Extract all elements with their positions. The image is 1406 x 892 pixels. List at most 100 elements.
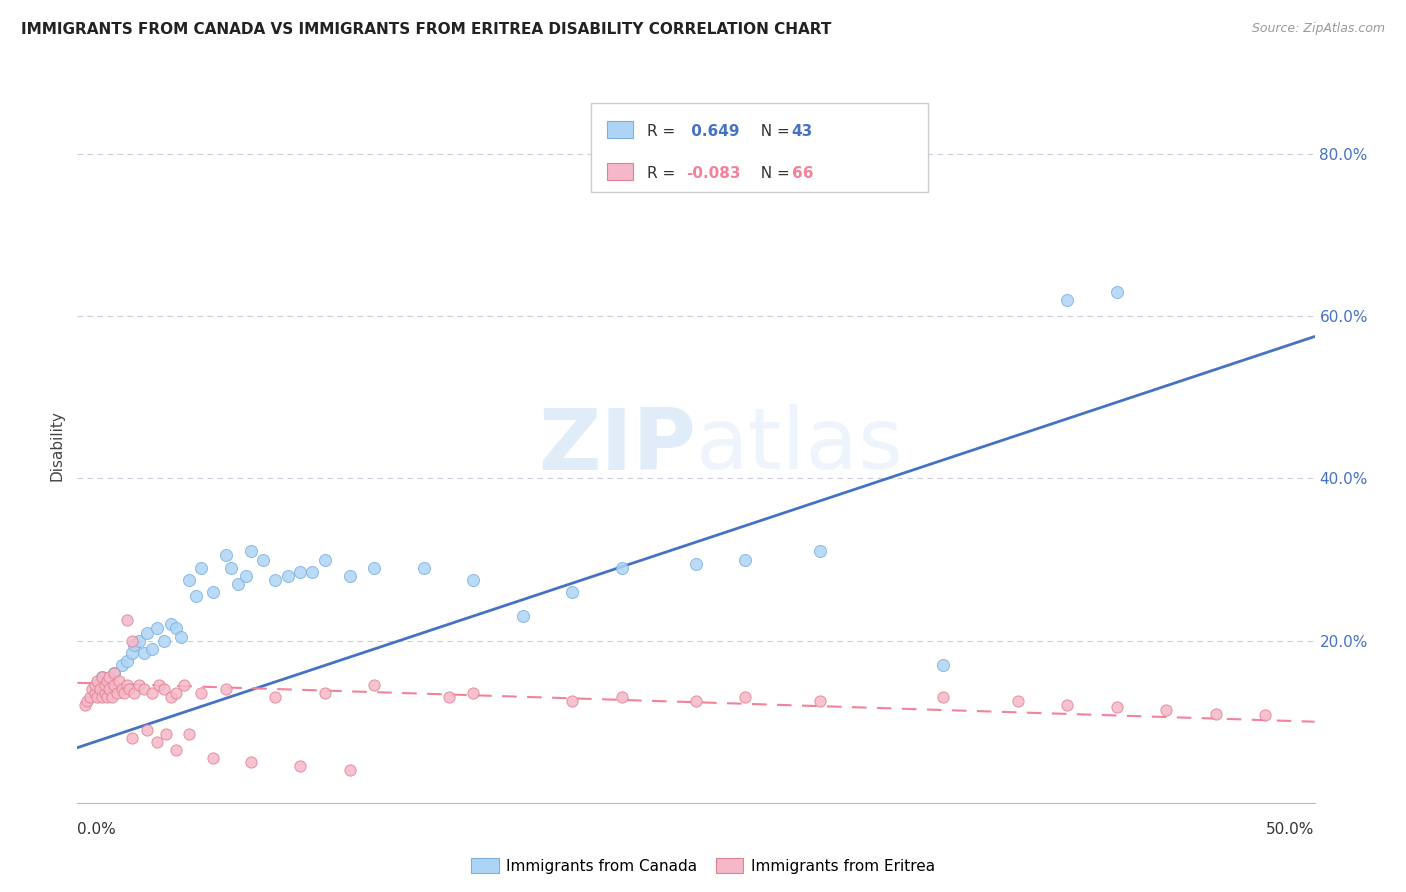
Point: [202, 585, 225, 599]
Point: [1105, 700, 1128, 714]
Point: [86, 690, 108, 705]
Point: [135, 723, 157, 737]
Point: [215, 682, 238, 697]
Point: [101, 690, 124, 705]
Point: [190, 686, 212, 700]
Point: [121, 731, 143, 745]
Point: [115, 654, 138, 668]
Point: [363, 560, 385, 574]
Point: [226, 577, 249, 591]
Point: [190, 560, 212, 574]
Point: [1007, 694, 1029, 708]
Point: [339, 764, 361, 778]
Point: [108, 674, 131, 689]
Point: [121, 633, 143, 648]
Point: [93, 686, 115, 700]
Point: [239, 544, 262, 558]
Point: [128, 678, 150, 692]
Point: [165, 622, 187, 636]
Point: [98, 670, 121, 684]
Text: N =: N =: [751, 166, 794, 180]
Point: [463, 573, 485, 587]
Point: [363, 678, 385, 692]
Point: [463, 686, 485, 700]
Point: [734, 552, 756, 566]
Point: [121, 646, 143, 660]
Text: -0.083: -0.083: [686, 166, 741, 180]
Point: [91, 690, 114, 705]
Point: [134, 682, 156, 697]
Point: [91, 670, 114, 684]
Point: [215, 549, 238, 563]
Point: [122, 638, 145, 652]
Point: [118, 682, 141, 697]
Point: [103, 666, 125, 681]
Point: [1254, 708, 1277, 723]
Point: [685, 694, 707, 708]
Text: N =: N =: [751, 124, 794, 138]
Point: [301, 565, 323, 579]
Point: [1056, 293, 1078, 307]
Point: [512, 609, 534, 624]
Point: [91, 670, 114, 684]
Point: [252, 552, 274, 566]
Text: IMMIGRANTS FROM CANADA VS IMMIGRANTS FROM ERITREA DISABILITY CORRELATION CHART: IMMIGRANTS FROM CANADA VS IMMIGRANTS FRO…: [21, 22, 831, 37]
Point: [155, 727, 177, 741]
Point: [177, 573, 200, 587]
Point: [314, 552, 336, 566]
Point: [264, 690, 287, 705]
Point: [932, 690, 955, 705]
Point: [177, 727, 200, 741]
Point: [79, 690, 101, 705]
Text: 0.649: 0.649: [686, 124, 740, 138]
Point: [82, 682, 104, 697]
Point: [145, 735, 167, 749]
Text: 50.0%: 50.0%: [1267, 822, 1315, 837]
Point: [96, 690, 118, 705]
Point: [96, 674, 118, 689]
Point: [115, 678, 138, 692]
Point: [1205, 706, 1227, 721]
Point: [170, 630, 193, 644]
Point: [86, 674, 108, 689]
Point: [288, 759, 311, 773]
Text: R =: R =: [647, 124, 681, 138]
Point: [219, 560, 242, 574]
Point: [160, 617, 183, 632]
Point: [76, 694, 98, 708]
Y-axis label: Disability: Disability: [49, 410, 65, 482]
Point: [153, 682, 176, 697]
Point: [148, 678, 170, 692]
Legend: Immigrants from Canada, Immigrants from Eritrea: Immigrants from Canada, Immigrants from …: [465, 852, 941, 880]
Point: [1105, 285, 1128, 299]
Point: [239, 756, 262, 770]
Point: [184, 589, 207, 603]
Point: [153, 633, 176, 648]
Point: [83, 678, 105, 692]
Text: R =: R =: [647, 166, 681, 180]
Point: [141, 641, 163, 656]
Point: [98, 682, 121, 697]
Point: [83, 686, 105, 700]
Point: [115, 613, 138, 627]
Point: [135, 625, 157, 640]
Point: [808, 544, 831, 558]
Point: [1056, 698, 1078, 713]
Text: 66: 66: [792, 166, 813, 180]
Point: [128, 633, 150, 648]
Text: atlas: atlas: [696, 404, 904, 488]
Point: [610, 560, 633, 574]
Point: [277, 568, 299, 582]
Point: [412, 560, 434, 574]
Point: [202, 751, 225, 765]
Text: Source: ZipAtlas.com: Source: ZipAtlas.com: [1251, 22, 1385, 36]
Point: [1154, 702, 1177, 716]
Text: ZIP: ZIP: [538, 404, 696, 488]
Point: [160, 690, 183, 705]
Point: [103, 666, 125, 681]
Point: [264, 573, 287, 587]
Point: [734, 690, 756, 705]
Point: [105, 686, 128, 700]
Point: [89, 682, 111, 697]
Point: [932, 657, 955, 672]
